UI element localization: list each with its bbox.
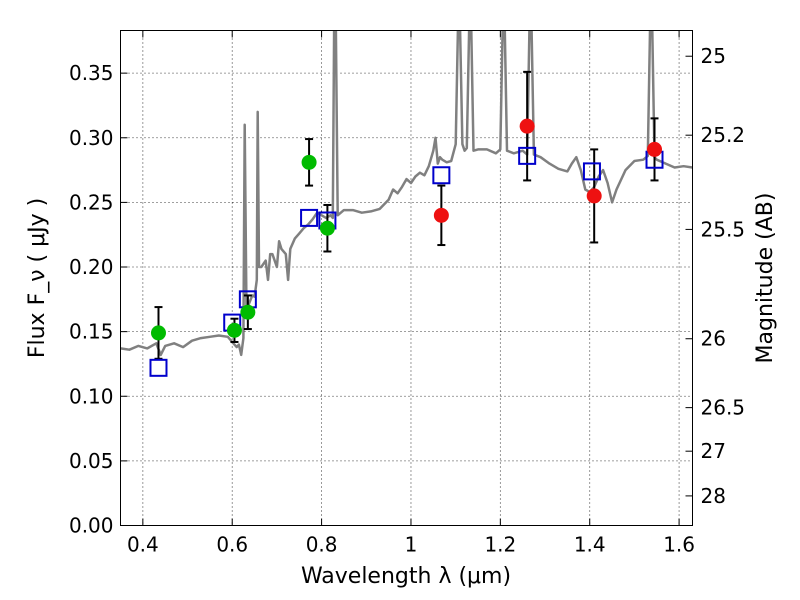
axis-ticks: 0.4 0.6 0.8 1 1.2 1.4 1.6 0.00 0.05 0.10 0.15 0.20 0… [69, 30, 746, 557]
x-tick-label: 1.6 [663, 533, 695, 557]
plot-frame [120, 30, 693, 526]
y-tick-label: 0.10 [69, 384, 114, 408]
red-data-point [433, 207, 449, 223]
y-axis-label: Flux F_ν ( μJy ) [25, 198, 50, 358]
green-data-point [319, 220, 335, 236]
right-tick-label: 25.2 [701, 123, 746, 147]
red-data-point [519, 118, 535, 134]
plot-data [120, 30, 693, 377]
y-tick-label: 0.35 [69, 61, 114, 85]
y-tick-label: 0.30 [69, 126, 114, 150]
green-data-point [240, 304, 256, 320]
y-tick-label: 0.15 [69, 320, 114, 344]
model-square-marker [582, 162, 601, 181]
x-tick-label: 1.2 [484, 533, 516, 557]
x-axis-label: Wavelength λ (μm) [301, 564, 511, 589]
right-tick-label: 28 [701, 484, 726, 508]
red-data-point [586, 188, 602, 204]
y-tick-label: 0.05 [69, 449, 114, 473]
y-tick-label: 0.20 [69, 255, 114, 279]
model-square-marker [300, 208, 319, 227]
x-tick-label: 0.4 [127, 533, 159, 557]
right-tick-label: 27 [701, 439, 726, 463]
y-tick-label: 0.25 [69, 190, 114, 214]
right-axis-label: Magnitude (AB) [753, 193, 778, 364]
red-data-point [647, 141, 663, 157]
right-tick-label: 25.5 [701, 217, 746, 241]
x-tick-label: 1 [405, 533, 418, 557]
right-tick-label: 25 [701, 44, 726, 68]
green-data-point [150, 325, 166, 341]
x-tick-label: 0.6 [216, 533, 248, 557]
model-square-marker [149, 358, 168, 377]
green-data-point [301, 154, 317, 170]
green-data-point [226, 322, 242, 338]
model-square-marker [432, 166, 451, 185]
model-square-marker [518, 146, 537, 165]
y-tick-label: 0.00 [69, 514, 114, 538]
right-tick-label: 26.5 [701, 396, 746, 420]
x-tick-label: 0.8 [306, 533, 338, 557]
right-tick-label: 26 [701, 327, 726, 351]
x-tick-label: 1.4 [574, 533, 606, 557]
